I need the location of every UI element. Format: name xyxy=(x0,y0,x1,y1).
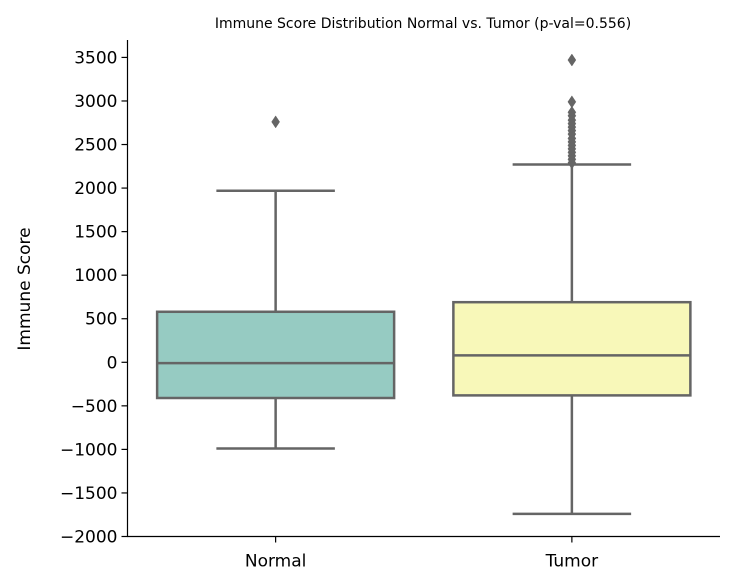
outlier-point xyxy=(567,53,577,67)
iqr-box xyxy=(155,310,396,400)
y-tick-label: 3500 xyxy=(74,48,117,68)
y-tick-label: 500 xyxy=(85,310,117,330)
outlier-point xyxy=(567,105,577,119)
box-group-tumor xyxy=(452,53,692,516)
y-tick-label: 3000 xyxy=(74,92,117,112)
y-axis-label: Immune Score xyxy=(15,227,35,350)
x-axis-ticks: Normal Tumor xyxy=(245,536,599,572)
y-tick-label: 0 xyxy=(107,353,118,373)
box-group-normal xyxy=(155,115,396,450)
y-tick-label: 2000 xyxy=(74,179,117,199)
y-tick-label: −2000 xyxy=(60,528,118,548)
y-tick-label: 1500 xyxy=(74,223,117,243)
iqr-box xyxy=(452,300,692,397)
y-tick-label: 1000 xyxy=(74,266,117,286)
y-tick-label: −500 xyxy=(71,397,118,417)
x-tick-label: Tumor xyxy=(545,552,599,572)
y-tick-label: 2500 xyxy=(74,136,117,156)
plot-area xyxy=(155,53,692,516)
chart-title: Immune Score Distribution Normal vs. Tum… xyxy=(215,16,631,32)
y-axis-ticks: −2000 −1500 −1000 −500 0 500 1000 1500 2000 2500 3… xyxy=(60,48,128,548)
outlier-point xyxy=(567,95,577,109)
y-tick-label: −1500 xyxy=(60,484,118,504)
x-tick-label: Normal xyxy=(245,552,307,572)
y-tick-label: −1000 xyxy=(60,440,118,460)
outlier-point xyxy=(271,115,280,129)
